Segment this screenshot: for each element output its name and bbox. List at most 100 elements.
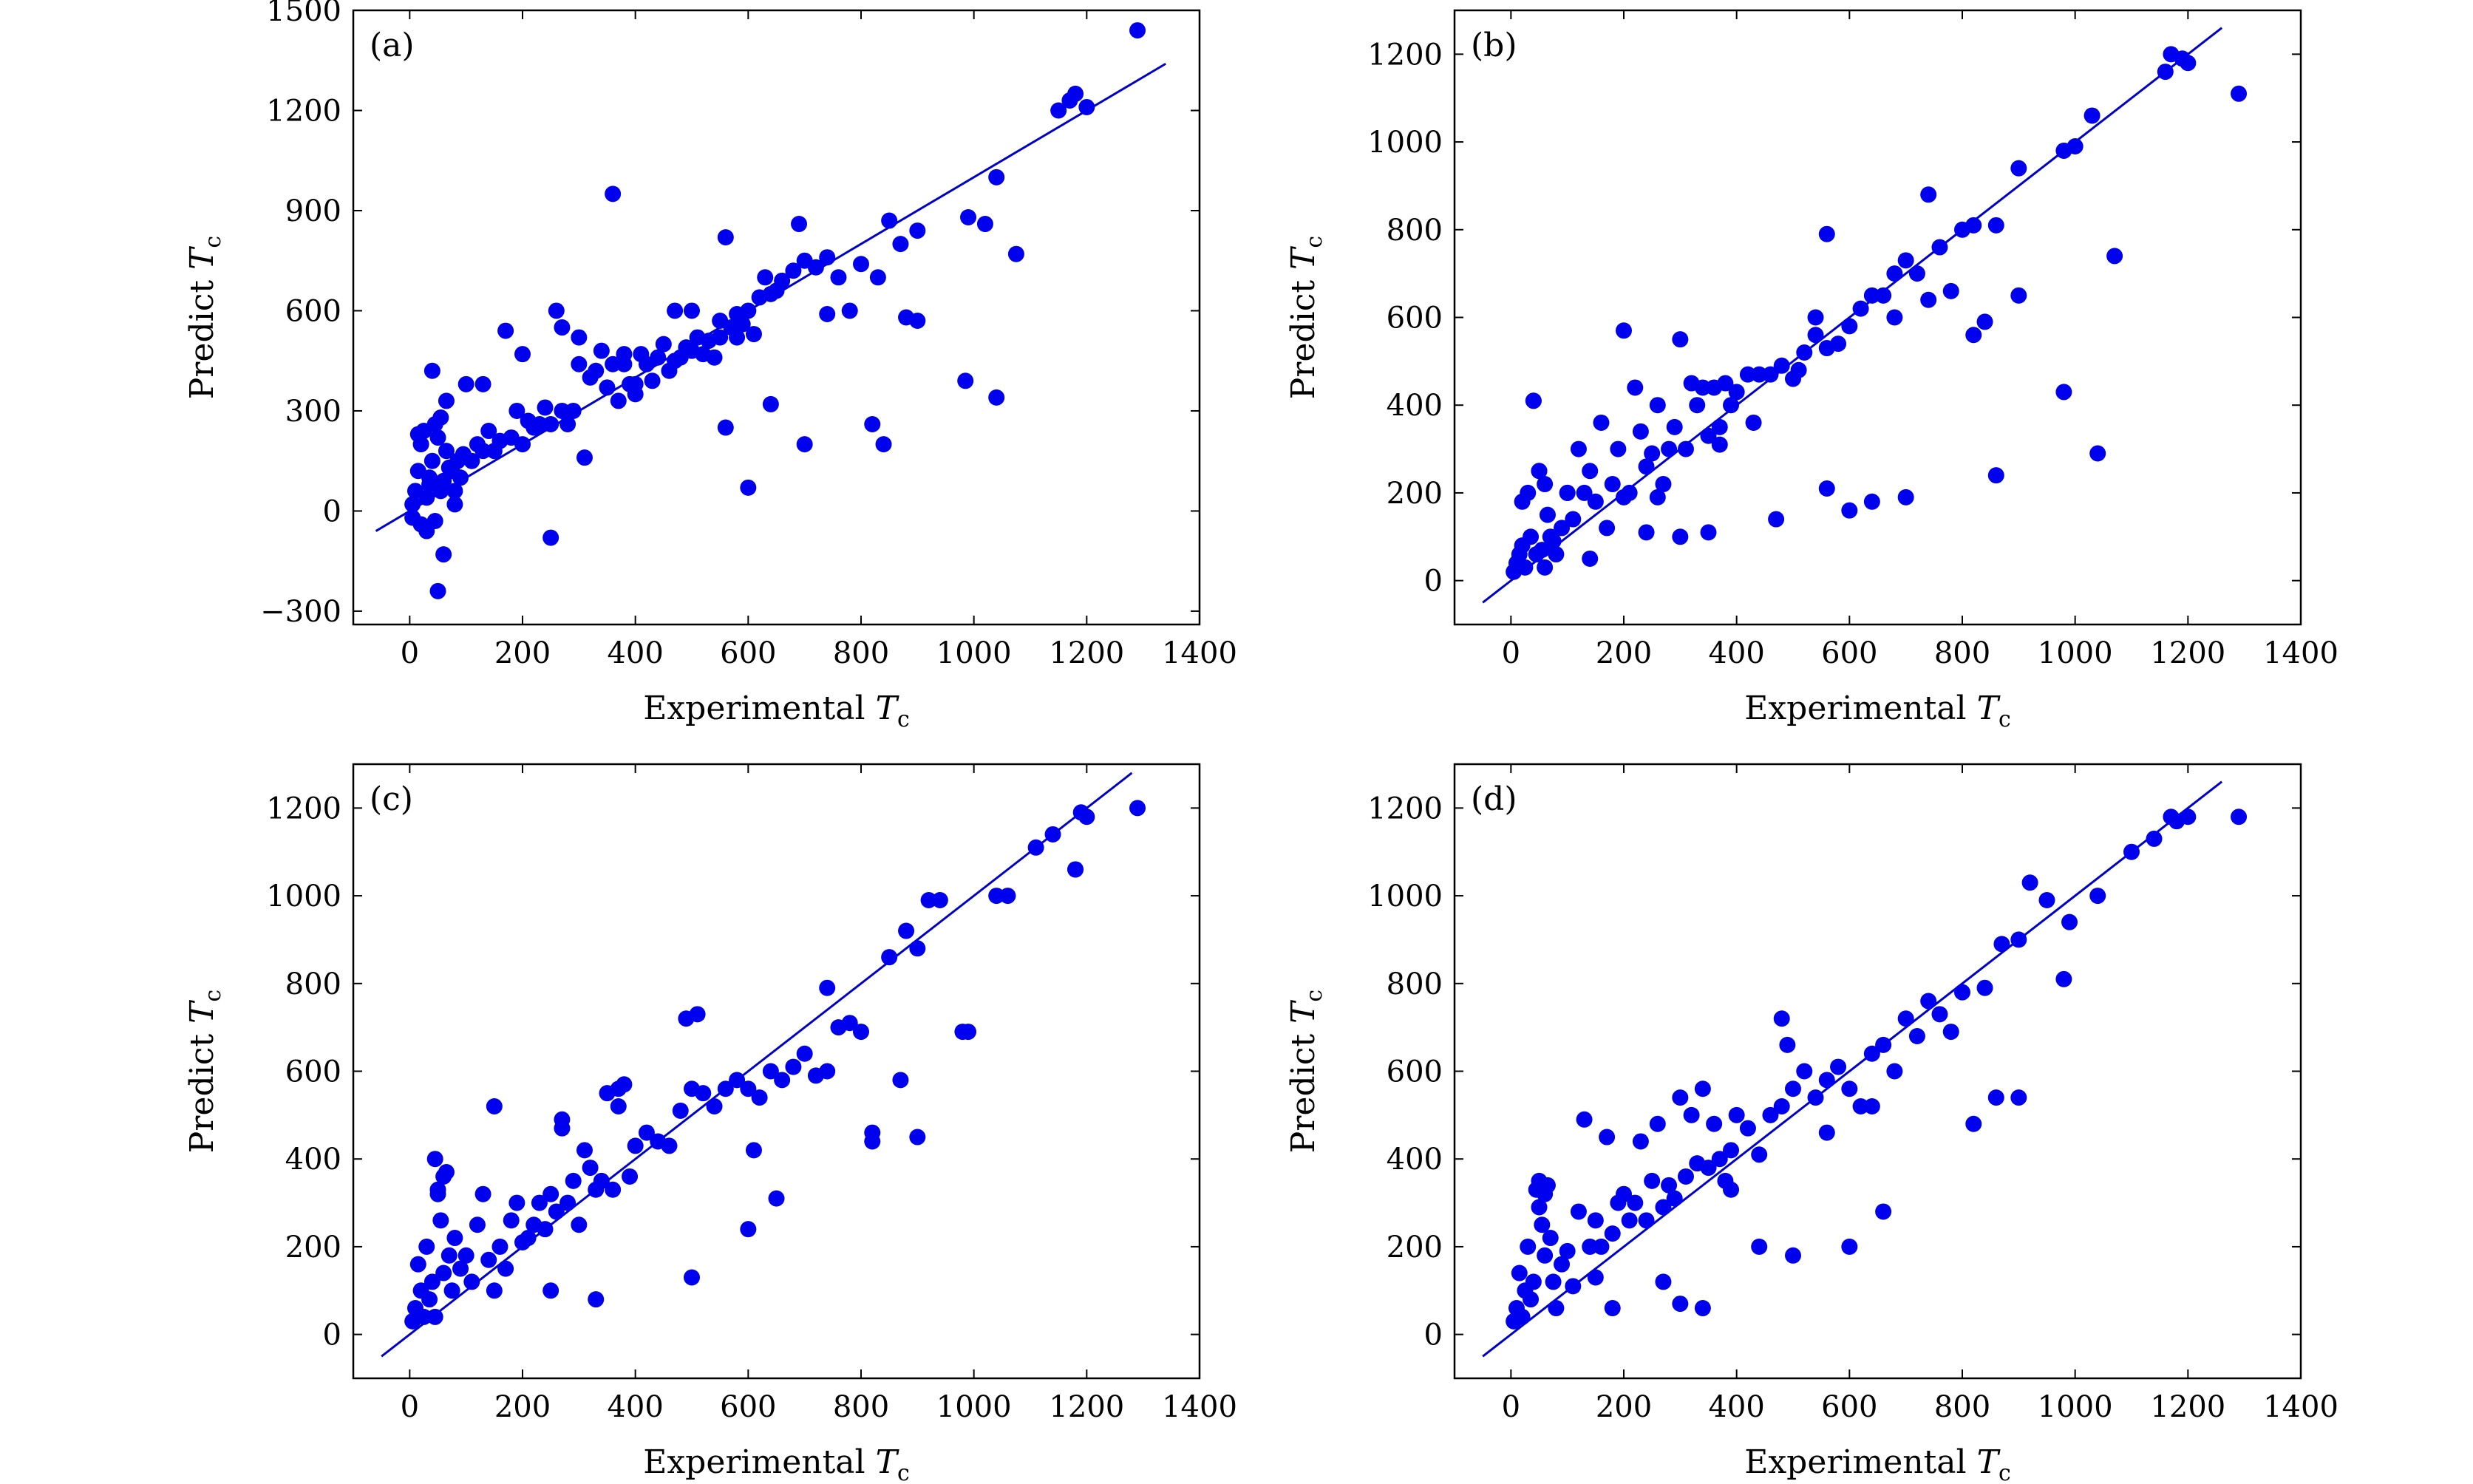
- y-tick-label: 1200: [1367, 792, 1443, 826]
- data-point: [762, 395, 779, 412]
- y-tick-label: 400: [1387, 389, 1443, 423]
- data-point: [864, 1133, 881, 1150]
- data-point: [1863, 1045, 1880, 1062]
- data-point: [1548, 546, 1565, 563]
- data-point: [554, 1111, 571, 1128]
- data-point: [1897, 1010, 1914, 1027]
- y-tick-label: 300: [285, 395, 341, 429]
- data-point: [954, 1024, 971, 1041]
- x-tick-label: 800: [833, 1390, 889, 1424]
- data-point: [571, 355, 588, 372]
- data-point: [409, 1256, 426, 1273]
- data-point: [1525, 1273, 1542, 1290]
- y-tick-label: 0: [323, 1318, 341, 1352]
- data-point: [418, 523, 435, 540]
- data-point: [435, 546, 452, 563]
- data-point: [1537, 476, 1554, 493]
- x-tick-label: 200: [1596, 636, 1652, 670]
- data-point: [638, 1124, 655, 1141]
- plot-area: [381, 772, 1146, 1358]
- data-point: [588, 1291, 605, 1308]
- y-tick-label: 1000: [266, 879, 341, 913]
- data-point: [423, 1273, 440, 1290]
- data-point: [898, 309, 915, 326]
- data-point: [1818, 1072, 1835, 1089]
- data-point: [1672, 1296, 1689, 1313]
- data-point: [1661, 440, 1678, 457]
- data-point: [1694, 1080, 1711, 1097]
- x-axis-label: Experimental Tc: [1744, 690, 2011, 732]
- data-point: [807, 259, 824, 276]
- data-point: [2021, 874, 2038, 891]
- data-point: [1863, 493, 1880, 510]
- x-tick-label: 200: [494, 636, 551, 670]
- data-point: [548, 1203, 565, 1220]
- x-tick-label: 400: [1708, 1390, 1764, 1424]
- data-point: [1517, 559, 1534, 576]
- data-point: [1638, 458, 1655, 475]
- data-point: [2089, 445, 2106, 462]
- data-point: [1027, 839, 1044, 856]
- data-point: [1942, 1024, 1959, 1041]
- data-point: [1711, 1151, 1728, 1168]
- data-point: [2010, 931, 2027, 948]
- data-point: [768, 1190, 785, 1207]
- data-point: [957, 372, 974, 389]
- data-point: [1908, 265, 1925, 282]
- data-point: [2180, 809, 2197, 826]
- data-point: [474, 375, 491, 392]
- x-tick-label: 200: [494, 1390, 551, 1424]
- data-point: [869, 269, 886, 286]
- data-point: [1818, 480, 1835, 497]
- data-point: [1739, 1120, 1756, 1137]
- data-point: [1593, 1238, 1610, 1255]
- data-point: [1728, 1106, 1745, 1123]
- data-point: [988, 888, 1005, 905]
- data-point: [819, 305, 836, 322]
- data-point: [2089, 888, 2106, 905]
- data-point: [988, 389, 1005, 406]
- data-point: [1700, 427, 1717, 444]
- data-point: [1655, 476, 1672, 493]
- data-point: [1548, 1300, 1565, 1317]
- x-tick-label: 400: [1708, 636, 1764, 670]
- data-point: [1525, 392, 1542, 409]
- y-tick-label: 1000: [1367, 879, 1443, 913]
- data-point: [571, 1216, 588, 1233]
- data-point: [785, 262, 802, 279]
- data-point: [1649, 1115, 1666, 1132]
- data-point: [438, 443, 455, 460]
- data-point: [548, 302, 565, 319]
- data-point: [554, 402, 571, 419]
- data-point: [486, 1097, 503, 1114]
- data-point: [542, 1282, 559, 1299]
- y-tick-label: 200: [1387, 1231, 1443, 1265]
- y-tick-label: 400: [1387, 1143, 1443, 1177]
- data-point: [1644, 445, 1661, 462]
- data-point: [432, 409, 449, 426]
- data-point: [1599, 520, 1616, 537]
- data-point: [1599, 1129, 1616, 1146]
- y-tick-label: −300: [260, 595, 341, 629]
- data-point: [1796, 1063, 1813, 1080]
- data-point: [1723, 1142, 1740, 1159]
- data-point: [1886, 1063, 1903, 1080]
- data-point: [582, 1160, 599, 1177]
- data-point: [1050, 102, 1067, 119]
- data-point: [2083, 107, 2100, 124]
- data-point: [508, 402, 525, 419]
- plot-area: [1482, 27, 2248, 604]
- data-point: [1582, 550, 1599, 567]
- data-point: [661, 1137, 678, 1154]
- data-point: [423, 362, 440, 379]
- data-point: [542, 529, 559, 546]
- data-point: [559, 1194, 576, 1211]
- data-point: [1649, 489, 1666, 506]
- data-point: [791, 216, 808, 233]
- data-point: [841, 302, 858, 319]
- data-point: [1627, 379, 1644, 396]
- data-point: [1796, 344, 1813, 361]
- x-tick-label: 1400: [1162, 636, 1237, 670]
- data-point: [909, 222, 926, 239]
- data-point: [1875, 287, 1892, 304]
